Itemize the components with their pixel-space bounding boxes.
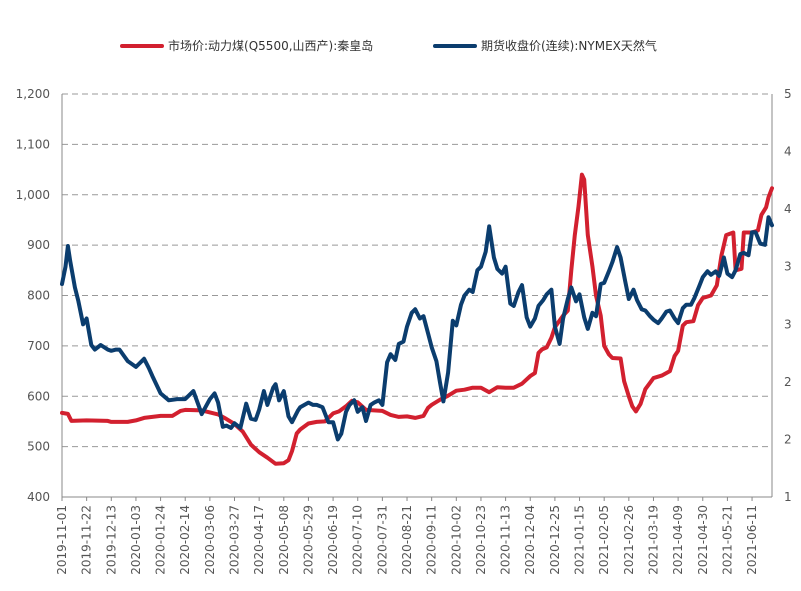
x-tick-label: 2021-05-21 xyxy=(720,505,734,575)
left-tick-label: 1,000 xyxy=(16,188,50,202)
legend-label-gas: 期货收盘价(连续):NYMEX天然气 xyxy=(481,38,657,53)
left-tick-label: 900 xyxy=(27,238,50,252)
x-tick-label: 2020-10-23 xyxy=(474,505,488,575)
x-tick-label: 2019-11-22 xyxy=(80,505,94,575)
legend-label-coal: 市场价:动力煤(Q5500,山西产):秦皇岛 xyxy=(168,38,373,53)
x-tick-label: 2019-11-01 xyxy=(55,505,69,575)
right-tick-label: 2 xyxy=(784,375,792,389)
left-tick-label: 500 xyxy=(27,440,50,454)
x-tick-label: 2021-01-15 xyxy=(573,505,587,575)
right-tick-label: 2 xyxy=(784,432,792,446)
left-tick-label: 1,200 xyxy=(16,87,50,101)
right-tick-label: 1 xyxy=(784,490,792,504)
x-tick-label: 2020-01-03 xyxy=(129,505,143,575)
x-axis-ticks: 2019-11-01 2019-11-22 2019-12-13 2020-01-03… xyxy=(55,497,759,575)
right-axis-ticks: 1 2 2 3 3 4 4 5 xyxy=(784,87,792,504)
x-tick-label: 2020-05-29 xyxy=(301,505,315,575)
x-tick-label: 2020-08-21 xyxy=(400,505,414,575)
x-tick-label: 2021-02-26 xyxy=(622,505,636,575)
series-group xyxy=(60,172,774,466)
x-tick-label: 2020-02-14 xyxy=(178,505,192,575)
x-tick-label: 2020-11-13 xyxy=(499,505,513,575)
series-line-coal xyxy=(60,172,774,466)
x-tick-label: 2020-03-27 xyxy=(228,505,242,575)
right-tick-label: 4 xyxy=(784,202,792,216)
legend: 市场价:动力煤(Q5500,山西产):秦皇岛 期货收盘价(连续):NYMEX天然… xyxy=(120,38,657,53)
x-tick-label: 2021-06-11 xyxy=(745,505,759,575)
left-axis-ticks: 400 500 600 700 800 900 1,000 1,100 1,200 xyxy=(16,87,50,504)
x-tick-label: 2020-09-11 xyxy=(425,505,439,575)
right-tick-label: 4 xyxy=(784,145,792,159)
left-tick-label: 400 xyxy=(27,490,50,504)
x-tick-label: 2020-12-25 xyxy=(548,505,562,575)
x-tick-label: 2020-12-04 xyxy=(523,505,537,575)
x-tick-label: 2020-04-17 xyxy=(252,505,266,575)
x-tick-label: 2020-01-24 xyxy=(154,505,168,575)
x-tick-label: 2021-04-09 xyxy=(671,505,685,575)
left-tick-label: 1,100 xyxy=(16,137,50,151)
x-tick-label: 2021-03-19 xyxy=(646,505,660,575)
x-tick-label: 2020-03-06 xyxy=(203,505,217,575)
right-tick-label: 3 xyxy=(784,317,792,331)
series-line-gas xyxy=(60,215,774,442)
x-tick-label: 2020-06-19 xyxy=(326,505,340,575)
x-tick-label: 2020-07-10 xyxy=(351,505,365,575)
left-tick-label: 800 xyxy=(27,289,50,303)
x-tick-label: 2021-02-05 xyxy=(597,505,611,575)
right-tick-label: 3 xyxy=(784,260,792,274)
right-tick-label: 5 xyxy=(784,87,792,101)
x-tick-label: 2020-07-31 xyxy=(375,505,389,575)
x-tick-label: 2020-10-02 xyxy=(449,505,463,575)
x-tick-label: 2021-04-30 xyxy=(696,505,710,575)
left-tick-label: 700 xyxy=(27,339,50,353)
x-tick-label: 2019-12-13 xyxy=(104,505,118,575)
x-tick-label: 2020-05-08 xyxy=(277,505,291,575)
left-tick-label: 600 xyxy=(27,389,50,403)
gridlines xyxy=(62,93,772,448)
